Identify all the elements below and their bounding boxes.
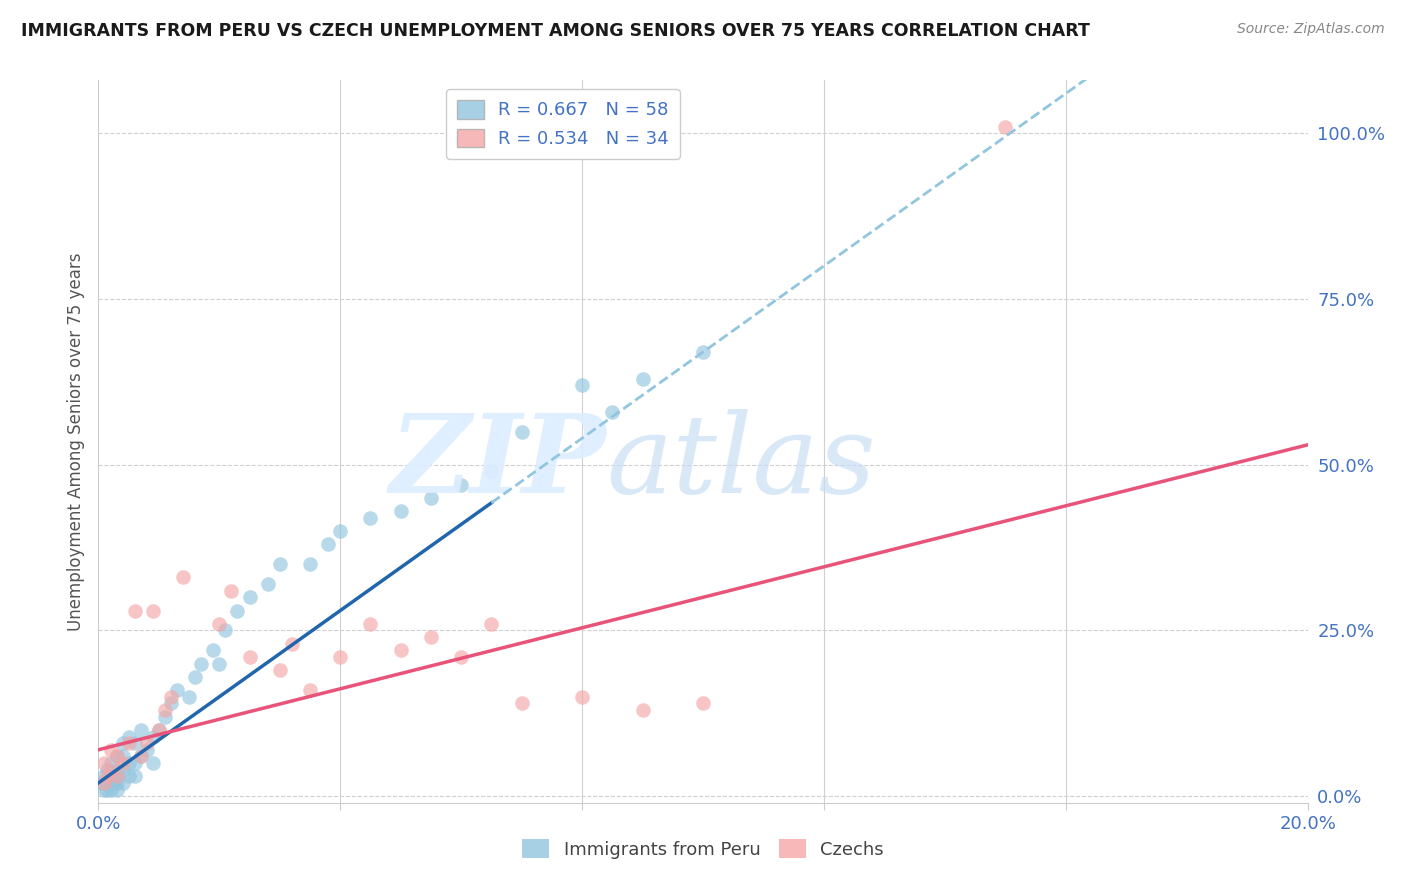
Point: [93, 756, 115, 770]
Point: [124, 756, 146, 770]
Point: [105, 749, 128, 764]
Point: [239, 591, 262, 605]
Point: [111, 756, 134, 770]
Point: [93, 776, 115, 790]
Point: [93, 782, 115, 797]
Point: [153, 709, 176, 723]
Point: [299, 557, 322, 571]
Point: [148, 723, 170, 737]
Point: [142, 603, 165, 617]
Point: [281, 637, 304, 651]
Point: [692, 697, 714, 711]
Point: [129, 749, 152, 764]
Point: [111, 736, 134, 750]
Point: [153, 703, 176, 717]
Point: [692, 345, 714, 359]
Point: [631, 371, 654, 385]
Point: [111, 749, 134, 764]
Point: [100, 743, 122, 757]
Text: ZIP: ZIP: [389, 409, 606, 517]
Point: [96, 763, 118, 777]
Point: [105, 776, 128, 790]
Point: [129, 723, 152, 737]
Legend: Immigrants from Peru, Czechs: Immigrants from Peru, Czechs: [515, 832, 891, 866]
Point: [208, 616, 231, 631]
Point: [142, 756, 165, 770]
Point: [184, 670, 207, 684]
Point: [100, 782, 122, 797]
Point: [602, 405, 624, 419]
Point: [124, 769, 146, 783]
Point: [118, 756, 141, 770]
Point: [103, 776, 125, 790]
Point: [100, 769, 122, 783]
Point: [571, 378, 593, 392]
Point: [118, 736, 141, 750]
Point: [124, 603, 146, 617]
Point: [329, 524, 352, 538]
Point: [105, 782, 128, 797]
Y-axis label: Unemployment Among Seniors over 75 years: Unemployment Among Seniors over 75 years: [66, 252, 84, 631]
Point: [90, 776, 112, 790]
Point: [226, 603, 249, 617]
Point: [269, 557, 291, 571]
Point: [111, 776, 134, 790]
Point: [389, 504, 412, 518]
Point: [93, 769, 115, 783]
Point: [100, 776, 122, 790]
Point: [450, 650, 472, 665]
Point: [160, 697, 183, 711]
Point: [190, 657, 212, 671]
Point: [214, 624, 236, 638]
Point: [124, 736, 146, 750]
Point: [360, 510, 382, 524]
Point: [172, 570, 194, 584]
Point: [135, 736, 157, 750]
Point: [166, 683, 188, 698]
Point: [571, 690, 593, 704]
Point: [269, 663, 291, 677]
Point: [179, 690, 201, 704]
Point: [256, 577, 278, 591]
Point: [100, 763, 122, 777]
Text: atlas: atlas: [606, 409, 876, 517]
Point: [481, 464, 503, 478]
Point: [142, 730, 165, 744]
Text: Source: ZipAtlas.com: Source: ZipAtlas.com: [1237, 22, 1385, 37]
Point: [450, 477, 472, 491]
Text: IMMIGRANTS FROM PERU VS CZECH UNEMPLOYMENT AMONG SENIORS OVER 75 YEARS CORRELATI: IMMIGRANTS FROM PERU VS CZECH UNEMPLOYME…: [21, 22, 1090, 40]
Point: [481, 616, 503, 631]
Point: [105, 763, 128, 777]
Point: [148, 723, 170, 737]
Point: [118, 730, 141, 744]
Point: [631, 703, 654, 717]
Point: [208, 657, 231, 671]
Point: [96, 782, 118, 797]
Point: [129, 749, 152, 764]
Point: [299, 683, 322, 698]
Point: [389, 643, 412, 657]
Point: [202, 643, 225, 657]
Point: [360, 616, 382, 631]
Point: [316, 537, 339, 551]
Point: [105, 769, 128, 783]
Point: [329, 650, 352, 665]
Point: [160, 690, 183, 704]
Point: [420, 491, 443, 505]
Point: [420, 630, 443, 644]
Point: [118, 769, 141, 783]
Point: [239, 650, 262, 665]
Point: [221, 583, 243, 598]
Point: [96, 769, 118, 783]
Point: [994, 120, 1017, 134]
Point: [111, 763, 134, 777]
Point: [105, 749, 128, 764]
Point: [100, 756, 122, 770]
Point: [510, 425, 533, 439]
Point: [135, 743, 157, 757]
Point: [105, 769, 128, 783]
Point: [510, 697, 533, 711]
